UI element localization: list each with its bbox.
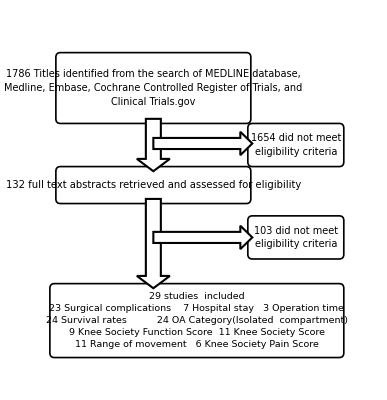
Text: 103 did not meet
eligibility criteria: 103 did not meet eligibility criteria <box>254 226 338 249</box>
FancyBboxPatch shape <box>248 124 344 166</box>
Text: 29 studies  included
23 Surgical complications    7 Hospital stay   3 Operation : 29 studies included 23 Surgical complica… <box>46 292 348 349</box>
FancyBboxPatch shape <box>56 166 251 204</box>
FancyBboxPatch shape <box>248 216 344 259</box>
FancyBboxPatch shape <box>50 284 344 358</box>
Text: 132 full text abstracts retrieved and assessed for eligibility: 132 full text abstracts retrieved and as… <box>6 180 301 190</box>
FancyBboxPatch shape <box>56 53 251 124</box>
Polygon shape <box>137 119 170 171</box>
Polygon shape <box>153 132 252 155</box>
Polygon shape <box>153 226 252 249</box>
Text: 1654 did not meet
eligibility criteria: 1654 did not meet eligibility criteria <box>251 133 341 157</box>
Text: 1786 Titles identified from the search of MEDLINE database,
Medline, Embase, Coc: 1786 Titles identified from the search o… <box>4 70 303 107</box>
Polygon shape <box>137 199 170 288</box>
